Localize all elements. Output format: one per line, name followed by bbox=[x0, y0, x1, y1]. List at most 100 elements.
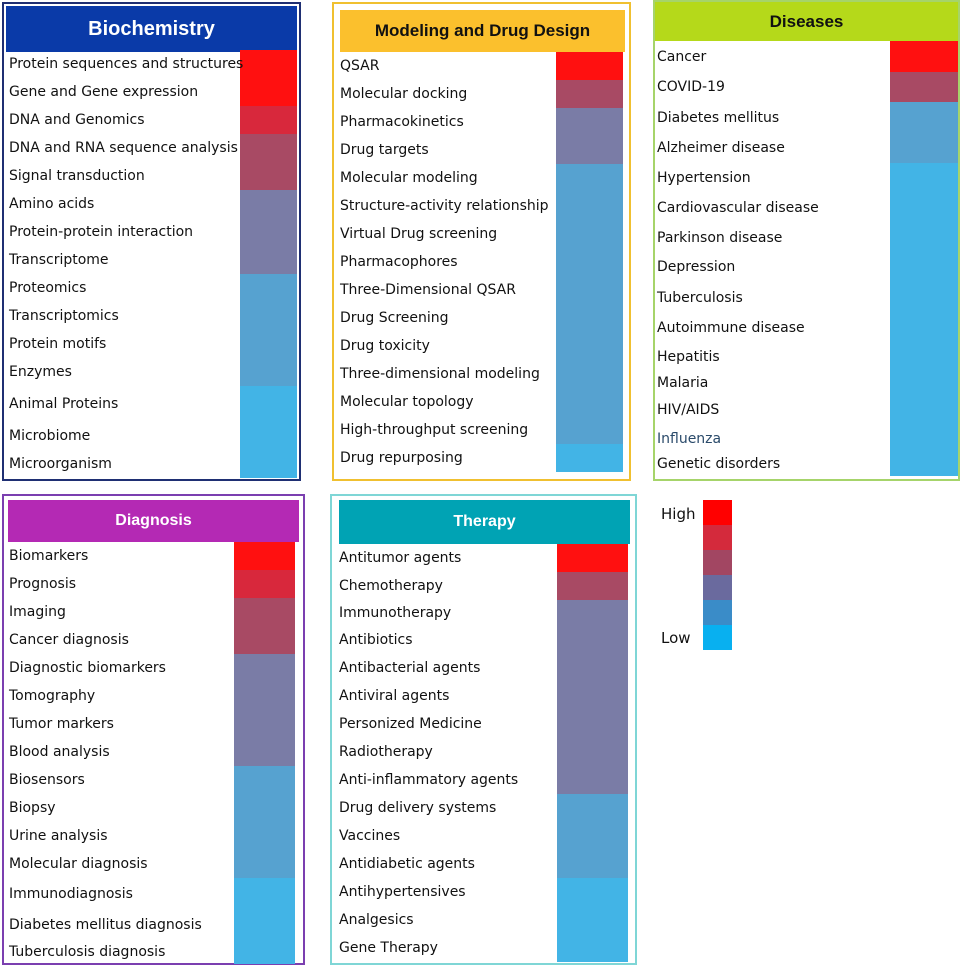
topic-label: Alzheimer disease bbox=[657, 140, 785, 156]
heat-cell bbox=[234, 598, 295, 626]
topic-label: Microbiome bbox=[9, 428, 91, 444]
topic-label: Virtual Drug screening bbox=[340, 226, 498, 242]
topic-label: Molecular modeling bbox=[340, 170, 478, 186]
topic-label: HIV/AIDS bbox=[657, 401, 720, 418]
heat-cell bbox=[234, 654, 295, 682]
topic-label: Signal transduction bbox=[9, 168, 145, 184]
heat-cell bbox=[556, 360, 623, 388]
topic-label: Biomarkers bbox=[9, 548, 89, 564]
topic-label: Genetic disorders bbox=[657, 455, 781, 472]
topic-label: Personized Medicine bbox=[339, 716, 482, 732]
heat-cell bbox=[557, 934, 628, 962]
topic-label: Diabetes mellitus diagnosis bbox=[9, 917, 202, 933]
heat-cell bbox=[240, 162, 297, 190]
topic-label: Tuberculosis bbox=[657, 290, 743, 306]
therapy-panel: Therapy Antitumor agents Chemotherapy Immu… bbox=[330, 494, 637, 965]
topic-label: Prognosis bbox=[9, 576, 77, 592]
heat-cell bbox=[234, 570, 295, 598]
topic-label: Anti-inflammatory agents bbox=[339, 772, 519, 788]
heat-cell bbox=[556, 416, 623, 444]
topic-label: Three-dimensional modeling bbox=[340, 366, 540, 382]
topic-label: Immunotherapy bbox=[339, 605, 452, 621]
therapy-header: Therapy bbox=[339, 500, 630, 544]
topic-label: Biosensors bbox=[9, 772, 85, 788]
heat-cell bbox=[557, 544, 628, 572]
modeling-title: Modeling and Drug Design bbox=[374, 21, 591, 40]
heat-cell bbox=[890, 102, 958, 133]
heat-cell bbox=[890, 281, 958, 315]
topic-label: High-throughput screening bbox=[340, 422, 529, 438]
topic-label: Transcriptome bbox=[9, 252, 109, 268]
topic-label: Tumor markers bbox=[9, 716, 114, 732]
diagnosis-header: Diagnosis bbox=[8, 500, 299, 542]
heat-cell bbox=[890, 451, 958, 476]
heat-cell bbox=[234, 542, 295, 570]
topic-label: Antidiabetic agents bbox=[339, 856, 475, 872]
heat-cell bbox=[557, 626, 628, 654]
topic-label: Animal Proteins bbox=[9, 396, 119, 412]
heat-cell bbox=[240, 106, 297, 134]
diseases-panel: Diseases Cancer COVID-19 Diabetes mellitus… bbox=[653, 0, 960, 481]
topic-label: Drug delivery systems bbox=[339, 800, 497, 816]
heat-cell bbox=[240, 422, 297, 450]
topic-label: Hypertension bbox=[657, 170, 751, 186]
heat-cell bbox=[234, 710, 295, 738]
diseases-header: Diseases bbox=[655, 2, 958, 41]
heat-cell bbox=[557, 794, 628, 822]
topic-label: Blood analysis bbox=[9, 744, 110, 760]
topic-label: Molecular docking bbox=[340, 86, 468, 102]
topic-label: Molecular topology bbox=[340, 394, 474, 410]
heat-cell bbox=[557, 766, 628, 794]
heat-cell bbox=[234, 738, 295, 766]
topic-label: Influenza bbox=[657, 430, 722, 447]
heat-cell bbox=[557, 738, 628, 766]
heat-cell bbox=[240, 78, 297, 106]
heat-cell bbox=[557, 850, 628, 878]
heat-cell bbox=[890, 163, 958, 193]
heat-cell bbox=[556, 136, 623, 164]
topic-label: Drug Screening bbox=[340, 310, 449, 326]
topic-label: Chemotherapy bbox=[339, 578, 443, 594]
topic-label: Antibacterial agents bbox=[339, 660, 481, 676]
topic-label: Cancer diagnosis bbox=[9, 632, 129, 648]
topic-label: DNA and Genomics bbox=[9, 112, 145, 128]
heat-cell bbox=[557, 878, 628, 906]
topic-label: Diabetes mellitus bbox=[657, 109, 780, 126]
topic-label: Hepatitis bbox=[657, 348, 720, 365]
heat-cell bbox=[240, 218, 297, 246]
heat-cell bbox=[234, 766, 295, 794]
topic-label: Parkinson disease bbox=[657, 230, 783, 246]
heat-cell bbox=[890, 193, 958, 223]
heat-cell bbox=[234, 878, 295, 910]
topic-label: COVID-19 bbox=[657, 79, 725, 95]
heat-cell bbox=[240, 358, 297, 386]
heat-cell bbox=[234, 910, 295, 940]
legend-swatch bbox=[703, 625, 732, 650]
topic-label: Three-Dimensional QSAR bbox=[340, 282, 516, 298]
heat-cell bbox=[556, 248, 623, 276]
topic-label: Cardiovascular disease bbox=[657, 200, 819, 216]
topic-label: Analgesics bbox=[339, 912, 414, 928]
topic-label: Tuberculosis diagnosis bbox=[9, 944, 166, 960]
legend-swatch bbox=[703, 525, 732, 550]
therapy-title: Therapy bbox=[453, 513, 516, 530]
heat-cell bbox=[890, 133, 958, 163]
topic-label: Protein-protein interaction bbox=[9, 224, 194, 240]
heat-cell bbox=[557, 682, 628, 710]
legend-low-label: Low bbox=[661, 629, 691, 647]
biochemistry-title: Biochemistry bbox=[88, 17, 215, 40]
topic-label: Imaging bbox=[9, 604, 66, 620]
heat-cell bbox=[890, 223, 958, 253]
legend-swatch bbox=[703, 575, 732, 600]
heat-cell bbox=[557, 906, 628, 934]
topic-label: Biopsy bbox=[9, 800, 56, 816]
topic-label: Diagnostic biomarkers bbox=[9, 660, 166, 676]
heat-cell bbox=[234, 940, 295, 964]
topic-label: Drug toxicity bbox=[340, 338, 430, 354]
modeling-header: Modeling and Drug Design bbox=[340, 10, 625, 52]
topic-label: Radiotherapy bbox=[339, 744, 433, 760]
heat-cell bbox=[234, 682, 295, 710]
topic-label: QSAR bbox=[340, 58, 380, 74]
heat-cell bbox=[890, 341, 958, 372]
topic-label: Antihypertensives bbox=[339, 884, 466, 900]
